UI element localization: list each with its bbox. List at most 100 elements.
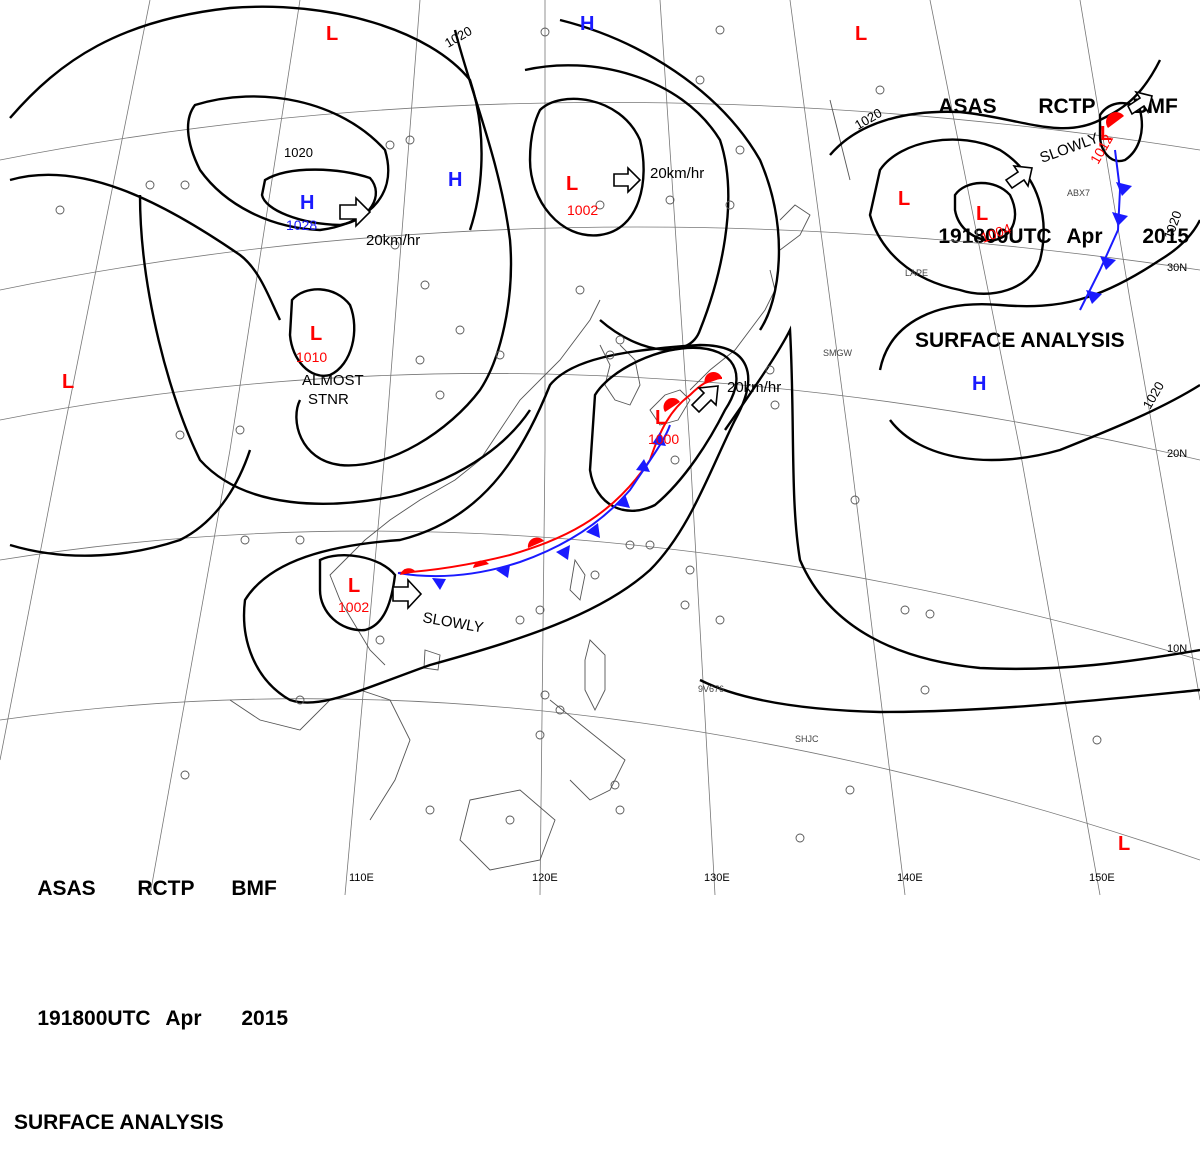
station-marker [405,135,415,145]
station-marker [375,635,385,645]
isobar [260,168,378,227]
cold-front-barb [432,578,446,590]
meridian-150e [929,0,1101,896]
station-marker [175,430,185,440]
coast-borneo [459,789,556,871]
isobar [889,383,1200,462]
station-id: 9V676 [698,684,724,694]
cold-front-barb [636,459,650,472]
longitude-label: 150E [1089,872,1115,884]
header-product: ASAS [37,877,96,900]
coast-luzon [584,639,606,712]
station-marker [625,540,635,550]
station-marker [665,195,675,205]
low-pressure-center: L [855,23,867,45]
high-pressure-center: H [972,373,986,395]
station-marker [615,335,625,345]
isobar-label: 1020 [852,105,885,132]
station-marker [670,455,680,465]
station-marker [735,145,745,155]
station-marker [715,25,725,35]
movement-arrow [613,166,642,194]
central-pressure-value: 1028 [286,217,317,233]
isobar [138,194,531,505]
isobar [953,181,1017,242]
low-pressure-center: L [62,371,74,393]
station-marker [295,535,305,545]
parallel-10n [0,530,1200,661]
header-year: 2015 [241,1007,289,1030]
station-marker [515,615,525,625]
parallel-20n [0,373,1200,461]
header-line-1: ASAS RCTP BMF [14,850,288,928]
header-code: BMF [231,877,277,900]
station-marker [680,600,690,610]
warm-front-bulge [473,560,489,568]
movement-arrow [339,196,372,228]
station-marker [695,75,705,85]
cold-front-barb [1086,290,1102,304]
isobar [288,288,356,377]
header-title: SURFACE ANALYSIS [915,329,1125,352]
meridian-120e [539,0,546,896]
coast-indochina [229,689,411,821]
header-time: 191800UTC [37,1007,151,1030]
meridian-west [0,0,151,761]
cold-front-barb [1100,256,1116,270]
central-pressure-value: 1000 [648,431,679,447]
meridian-110e [344,0,421,896]
cold-front-barb [1112,212,1128,226]
station-marker [925,609,935,619]
station-marker [420,280,430,290]
isobar [1098,101,1144,163]
isobar [588,346,738,512]
longitude-label: 120E [532,872,558,884]
movement-label: 20km/hr [727,379,781,396]
station-marker [235,425,245,435]
station-marker [435,390,445,400]
low-pressure-center: L [310,323,322,345]
station-marker [425,805,435,815]
station-marker [850,495,860,505]
central-pressure-value: 1002 [338,599,369,615]
map-labels: 110E 120E 130E 140E 150E 30N 20N 10N 1020 1020 102… [62,13,1187,884]
movement-arrows [339,90,1153,611]
low-pressure-center: L [655,407,667,429]
station-marker [385,140,395,150]
low-pressure-center: L [348,575,360,597]
station-marker [615,805,625,815]
warm-front-bulge [400,568,416,575]
parallel-30n [0,226,1200,291]
isobar [9,173,282,321]
station-marker [55,205,65,215]
station-marker [765,365,775,375]
parallel-40n [0,102,1200,161]
warm-front-bulge [527,537,544,548]
central-pressure-value: 1010 [296,349,327,365]
high-pressure-center: H [580,13,594,35]
station-marker [845,785,855,795]
fronts [397,112,1132,590]
movement-label: STNR [308,391,349,408]
coast-korea [599,344,641,406]
station-marker [390,240,400,250]
cold-front-barb [1116,182,1132,196]
station-marker [725,200,735,210]
coast-japan-kyushu [649,389,691,426]
warm-front-bulge [704,371,722,384]
isobar [524,64,730,351]
coast-japan-honshu [689,269,776,391]
latitude-label: 20N [1167,448,1187,460]
coast-hainan [423,649,441,671]
station-marker [180,770,190,780]
movement-arrow [690,385,719,414]
meridian-140e [789,0,906,896]
station-marker [595,200,605,210]
station-marker [535,730,545,740]
header-station: RCTP [1038,95,1096,118]
movement-label: 20km/hr [650,165,704,182]
isobar [528,97,645,237]
station-marker [715,615,725,625]
parallel-0n [0,698,1200,861]
station-marker [685,565,695,575]
